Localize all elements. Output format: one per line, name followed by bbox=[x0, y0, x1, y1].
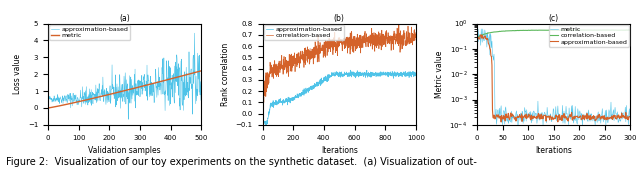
metric bbox=[474, 42, 481, 44]
Line: metric: metric bbox=[477, 29, 630, 129]
metric bbox=[568, 118, 576, 120]
approximation-based bbox=[326, 75, 334, 78]
correlation-based bbox=[568, 29, 575, 31]
metric bbox=[566, 116, 573, 118]
metric bbox=[135, 86, 143, 88]
approximation-based bbox=[627, 115, 634, 117]
correlation-based bbox=[259, 111, 266, 114]
approximation-based bbox=[127, 102, 135, 104]
approximation-based bbox=[474, 36, 482, 39]
approximation-based bbox=[568, 119, 576, 121]
approximation-based bbox=[191, 32, 198, 34]
correlation-based bbox=[412, 32, 419, 34]
Line: approximation-based: approximation-based bbox=[262, 70, 415, 127]
metric bbox=[117, 90, 125, 93]
Legend: approximation-based, metric: approximation-based, metric bbox=[49, 25, 130, 40]
approximation-based bbox=[136, 79, 143, 82]
metric bbox=[170, 77, 177, 79]
correlation-based bbox=[564, 29, 572, 31]
approximation-based bbox=[346, 69, 354, 71]
approximation-based bbox=[477, 34, 485, 36]
metric bbox=[193, 71, 201, 73]
approximation-based bbox=[118, 97, 125, 99]
Line: metric: metric bbox=[48, 71, 201, 108]
Text: Figure 2:  Visualization of our toy experiments on the synthetic dataset.  (a) V: Figure 2: Visualization of our toy exper… bbox=[6, 157, 477, 167]
correlation-based bbox=[612, 29, 620, 31]
correlation-based bbox=[627, 29, 634, 31]
approximation-based bbox=[412, 72, 419, 74]
metric bbox=[197, 70, 205, 72]
approximation-based bbox=[275, 100, 282, 102]
Y-axis label: Loss value: Loss value bbox=[13, 54, 22, 94]
Line: correlation-based: correlation-based bbox=[262, 23, 415, 113]
metric bbox=[627, 111, 634, 113]
Legend: approximation-based, correlation-based: approximation-based, correlation-based bbox=[264, 25, 344, 40]
approximation-based bbox=[474, 39, 481, 41]
approximation-based bbox=[194, 64, 202, 66]
correlation-based bbox=[364, 36, 372, 38]
approximation-based bbox=[381, 73, 389, 75]
Line: approximation-based: approximation-based bbox=[477, 35, 630, 122]
Line: correlation-based: correlation-based bbox=[477, 30, 630, 37]
correlation-based bbox=[326, 39, 334, 41]
metric bbox=[118, 90, 125, 92]
approximation-based bbox=[170, 73, 177, 75]
correlation-based bbox=[378, 41, 386, 44]
Y-axis label: Metric value: Metric value bbox=[435, 50, 444, 98]
metric bbox=[44, 107, 52, 109]
correlation-based bbox=[474, 36, 481, 38]
approximation-based bbox=[259, 119, 266, 121]
Legend: metric, correlation-based, approximation-based: metric, correlation-based, approximation… bbox=[548, 25, 629, 47]
correlation-based bbox=[321, 47, 328, 49]
correlation-based bbox=[474, 36, 482, 38]
metric bbox=[127, 88, 134, 90]
approximation-based bbox=[566, 114, 573, 116]
metric bbox=[613, 118, 621, 120]
approximation-based bbox=[321, 79, 328, 81]
approximation-based bbox=[124, 118, 132, 120]
metric bbox=[565, 107, 573, 109]
Y-axis label: Rank correlation: Rank correlation bbox=[221, 43, 230, 106]
Line: approximation-based: approximation-based bbox=[48, 33, 201, 119]
approximation-based bbox=[44, 97, 52, 99]
approximation-based bbox=[197, 99, 205, 101]
metric bbox=[474, 28, 482, 30]
X-axis label: Validation samples: Validation samples bbox=[88, 146, 161, 155]
correlation-based bbox=[381, 35, 388, 37]
Title: (b): (b) bbox=[334, 14, 344, 23]
approximation-based bbox=[497, 121, 505, 123]
metric bbox=[514, 128, 522, 130]
X-axis label: Iterations: Iterations bbox=[321, 146, 358, 155]
Title: (a): (a) bbox=[119, 14, 130, 23]
Title: (c): (c) bbox=[548, 14, 559, 23]
metric bbox=[604, 120, 611, 122]
approximation-based bbox=[364, 73, 372, 75]
approximation-based bbox=[117, 89, 125, 91]
correlation-based bbox=[395, 22, 403, 24]
approximation-based bbox=[613, 115, 621, 117]
correlation-based bbox=[564, 29, 572, 31]
metric bbox=[477, 28, 485, 30]
X-axis label: Iterations: Iterations bbox=[535, 146, 572, 155]
approximation-based bbox=[604, 116, 611, 119]
approximation-based bbox=[565, 116, 573, 118]
correlation-based bbox=[603, 29, 611, 31]
approximation-based bbox=[262, 126, 270, 129]
correlation-based bbox=[566, 29, 574, 31]
correlation-based bbox=[275, 65, 282, 67]
approximation-based bbox=[378, 74, 386, 76]
